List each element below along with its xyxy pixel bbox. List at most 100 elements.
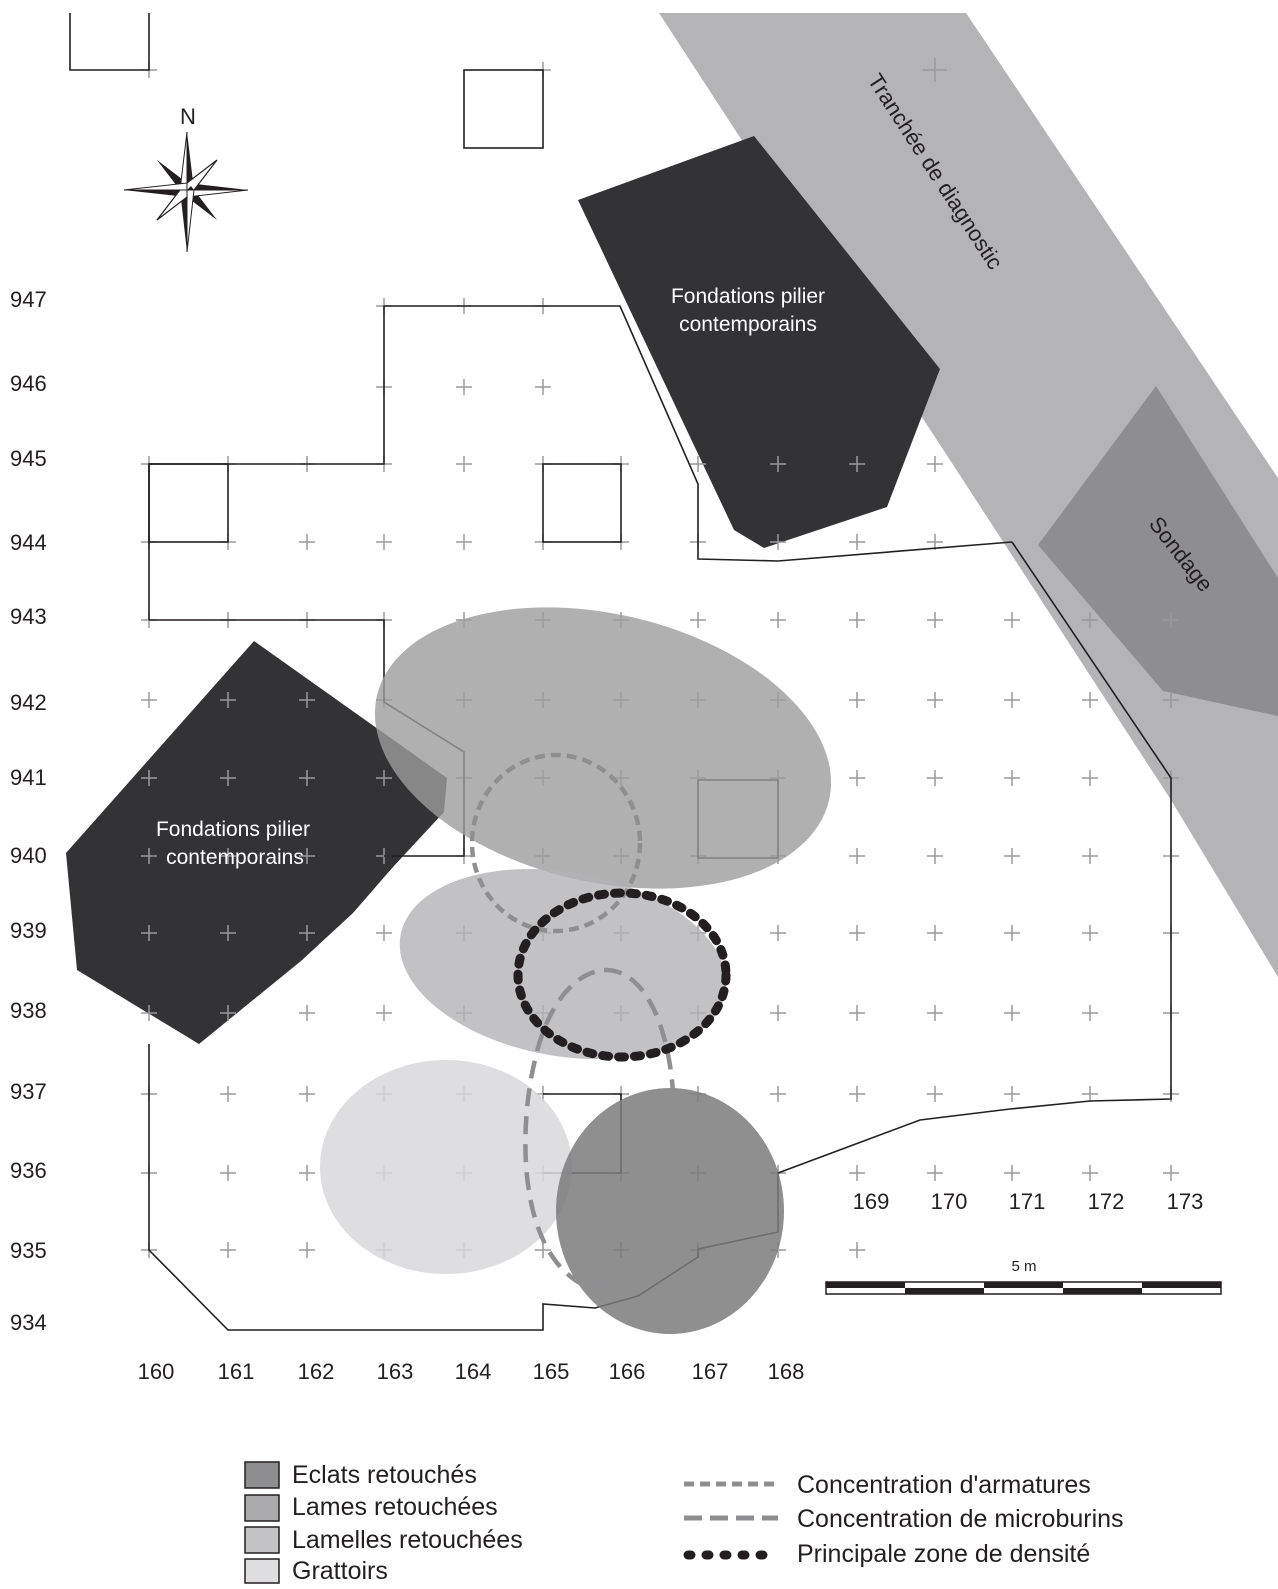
grid-cross <box>299 1165 315 1181</box>
grid-cross <box>849 1165 865 1181</box>
grid-cross <box>141 925 157 941</box>
grid-cross <box>849 848 865 864</box>
grid-cross <box>299 534 315 550</box>
y-label: 943 <box>10 604 47 629</box>
legend-label: Lamelles retouchées <box>292 1526 523 1554</box>
grid-cross <box>849 612 865 628</box>
y-label: 934 <box>10 1310 47 1335</box>
north-label: N <box>180 104 196 129</box>
grid-cross <box>456 456 472 472</box>
grid-cross <box>690 612 706 628</box>
grid-cross <box>927 1165 943 1181</box>
grid-cross <box>1082 692 1098 708</box>
x-label: 164 <box>455 1359 492 1384</box>
grid-cross <box>770 456 786 472</box>
legend-label: Concentration de microburins <box>797 1505 1124 1533</box>
x-label: 161 <box>218 1359 255 1384</box>
grid-cross <box>456 379 472 395</box>
y-label: 946 <box>10 371 47 396</box>
diagnostic-trench <box>659 13 1278 977</box>
grid-cross <box>141 770 157 786</box>
foundation-left <box>66 641 447 1044</box>
grid-cross <box>927 1005 943 1021</box>
grid-cross <box>849 770 865 786</box>
grid-cross <box>1082 770 1098 786</box>
grid-cross <box>923 58 947 82</box>
grid-cross <box>770 925 786 941</box>
legend-swatch <box>244 1461 280 1489</box>
zone-eclats-retouches <box>556 1088 784 1334</box>
grid-cross <box>220 1242 236 1258</box>
grid-cross <box>1082 1005 1098 1021</box>
grid-cross <box>849 1086 865 1102</box>
grid-cross <box>456 534 472 550</box>
x-label-right: 171 <box>1009 1189 1046 1214</box>
y-label: 936 <box>10 1158 47 1183</box>
grid-cross <box>1163 692 1179 708</box>
grid-cross <box>1004 1005 1020 1021</box>
grid-cross <box>770 612 786 628</box>
legend-swatch <box>244 1494 280 1522</box>
x-label-right: 169 <box>853 1189 890 1214</box>
y-label: 940 <box>10 843 47 868</box>
grid-cross <box>927 612 943 628</box>
x-axis-labels: 160 161 162 163 164 165 166 167 168 169 … <box>138 1189 1204 1384</box>
y-label: 942 <box>10 690 47 715</box>
grid-cross <box>1082 612 1098 628</box>
zone-grattoirs <box>320 1060 572 1274</box>
legend-label: Lames retouchées <box>292 1493 498 1521</box>
grid-cross <box>1082 848 1098 864</box>
x-label: 160 <box>138 1359 175 1384</box>
grid-cross <box>770 1086 786 1102</box>
grid-cross <box>1004 925 1020 941</box>
x-label-right: 170 <box>931 1189 968 1214</box>
grid-cross <box>927 770 943 786</box>
grid-cross <box>849 692 865 708</box>
grid-cross <box>376 770 392 786</box>
grid-cross <box>220 1005 236 1021</box>
grid-cross <box>299 692 315 708</box>
x-label: 167 <box>692 1359 729 1384</box>
grid-cross <box>849 1005 865 1021</box>
grid-cross <box>1004 1086 1020 1102</box>
principale-zone-densite <box>513 888 731 1062</box>
grid-cross <box>376 925 392 941</box>
grid-cross <box>299 1086 315 1102</box>
foundation-top <box>578 136 940 548</box>
x-label: 168 <box>768 1359 805 1384</box>
grid-cross <box>376 534 392 550</box>
zone-lamelles-retouchees <box>399 868 727 1060</box>
grid-cross <box>1082 925 1098 941</box>
legend-label: Concentration d'armatures <box>797 1471 1091 1499</box>
legend-label: Principale zone de densité <box>797 1540 1090 1568</box>
grid-cross <box>849 1242 865 1258</box>
y-label: 938 <box>10 998 47 1023</box>
grid-cross <box>220 1165 236 1181</box>
x-label-right: 173 <box>1167 1189 1204 1214</box>
grid-cross <box>849 534 865 550</box>
y-label: 945 <box>10 446 47 471</box>
legend-swatch <box>244 1558 280 1584</box>
grid-cross <box>220 925 236 941</box>
scale-bar: 5 m <box>825 1258 1222 1295</box>
foundation-left-label-1: Fondations pilier <box>156 818 310 841</box>
y-axis-labels: 947 946 945 944 943 942 941 940 939 938 … <box>10 287 47 1335</box>
grid-cross <box>1082 1165 1098 1181</box>
grid-cross <box>1004 612 1020 628</box>
sondage-area <box>1038 386 1278 716</box>
legend: Eclats retouchés Lames retouchées Lamell… <box>244 1461 1124 1585</box>
y-label: 937 <box>10 1079 47 1104</box>
grid-cross <box>220 770 236 786</box>
grid-cross <box>1004 692 1020 708</box>
grid-cross <box>299 1242 315 1258</box>
grid-cross <box>141 848 157 864</box>
zone-lames-retouchees <box>374 607 832 889</box>
scale-bar-label: 5 m <box>1011 1258 1036 1275</box>
grid-cross <box>770 534 786 550</box>
grid-cross <box>927 1086 943 1102</box>
grid-cross <box>927 848 943 864</box>
y-label: 944 <box>10 530 47 555</box>
y-label: 947 <box>10 287 47 312</box>
foundation-top-label-1: Fondations pilier <box>671 285 825 308</box>
grid-cross <box>141 692 157 708</box>
